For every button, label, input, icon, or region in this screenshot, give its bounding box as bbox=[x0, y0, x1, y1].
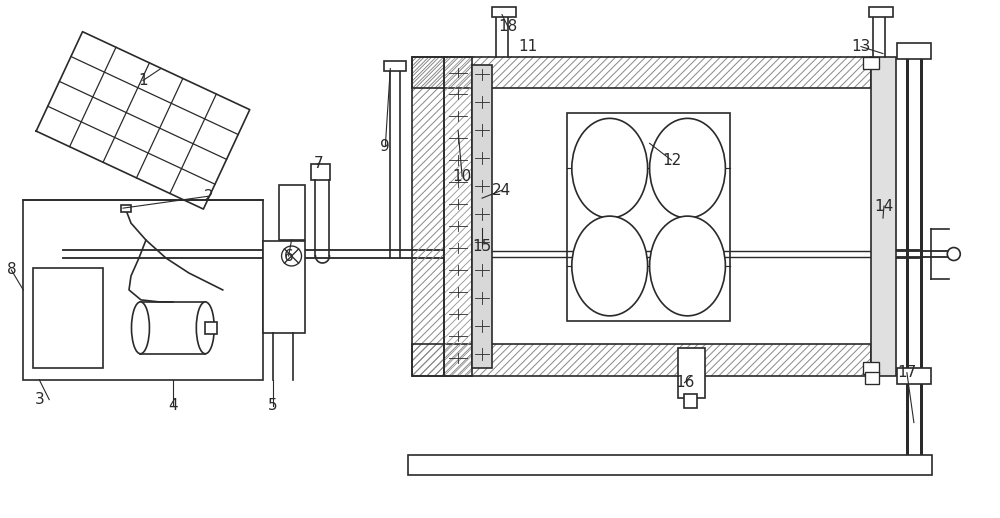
Text: 6: 6 bbox=[284, 249, 293, 264]
Ellipse shape bbox=[196, 302, 214, 354]
Circle shape bbox=[947, 248, 960, 261]
Bar bbox=[408, 455, 932, 476]
Bar bbox=[869, 7, 893, 17]
Bar bbox=[678, 348, 705, 398]
Bar bbox=[567, 113, 730, 321]
Bar bbox=[492, 7, 516, 17]
Text: 5: 5 bbox=[268, 398, 277, 413]
Bar bbox=[121, 205, 131, 212]
Bar bbox=[23, 200, 263, 380]
Text: 10: 10 bbox=[452, 169, 472, 184]
Bar bbox=[865, 372, 879, 384]
Bar bbox=[140, 302, 205, 354]
Bar bbox=[412, 344, 871, 376]
Bar bbox=[444, 56, 472, 376]
Bar bbox=[897, 42, 931, 59]
Text: 12: 12 bbox=[662, 153, 681, 168]
Text: 18: 18 bbox=[498, 19, 518, 34]
Text: 1: 1 bbox=[138, 73, 148, 88]
Text: 14: 14 bbox=[874, 198, 894, 213]
Text: 8: 8 bbox=[7, 263, 16, 278]
Text: 17: 17 bbox=[897, 365, 917, 380]
Bar bbox=[444, 89, 871, 344]
Text: 3: 3 bbox=[34, 392, 44, 407]
Bar bbox=[412, 56, 871, 376]
Bar bbox=[897, 368, 931, 384]
Text: 7: 7 bbox=[314, 156, 323, 171]
Bar bbox=[863, 362, 879, 373]
Bar bbox=[279, 185, 305, 240]
Text: 9: 9 bbox=[380, 139, 390, 154]
Bar bbox=[472, 65, 492, 368]
Bar bbox=[33, 268, 103, 368]
Ellipse shape bbox=[131, 302, 149, 354]
Ellipse shape bbox=[572, 119, 648, 218]
Bar bbox=[384, 61, 406, 70]
Bar bbox=[205, 322, 217, 334]
Text: 13: 13 bbox=[851, 39, 871, 54]
Text: 16: 16 bbox=[675, 375, 694, 390]
Bar bbox=[412, 56, 444, 376]
Text: 11: 11 bbox=[518, 39, 538, 54]
Bar bbox=[412, 56, 871, 89]
Bar bbox=[263, 241, 305, 333]
Bar bbox=[871, 56, 896, 376]
Bar bbox=[311, 164, 330, 180]
Ellipse shape bbox=[650, 119, 725, 218]
Ellipse shape bbox=[650, 216, 725, 316]
Bar bbox=[684, 394, 697, 408]
Bar bbox=[863, 56, 879, 68]
Text: 24: 24 bbox=[492, 183, 512, 198]
Text: 4: 4 bbox=[168, 398, 178, 413]
Ellipse shape bbox=[572, 216, 648, 316]
Text: 15: 15 bbox=[472, 238, 492, 253]
Text: 2: 2 bbox=[204, 189, 214, 204]
